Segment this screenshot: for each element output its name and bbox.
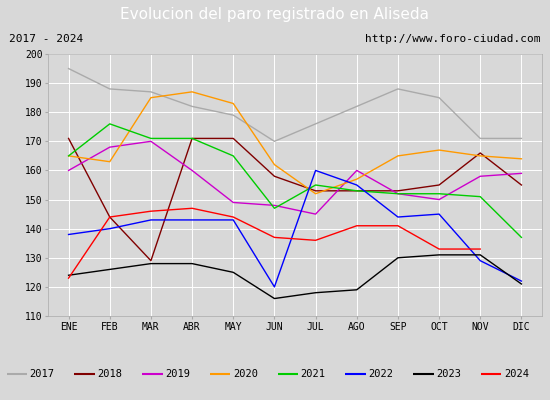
Text: 2024: 2024	[504, 369, 529, 379]
Text: 2019: 2019	[165, 369, 190, 379]
Text: 2017: 2017	[30, 369, 55, 379]
Text: 2017 - 2024: 2017 - 2024	[9, 34, 84, 44]
Text: http://www.foro-ciudad.com: http://www.foro-ciudad.com	[365, 34, 541, 44]
Text: 2023: 2023	[436, 369, 461, 379]
Text: 2021: 2021	[301, 369, 326, 379]
Text: 2022: 2022	[368, 369, 393, 379]
Text: Evolucion del paro registrado en Aliseda: Evolucion del paro registrado en Aliseda	[120, 6, 430, 22]
Text: 2018: 2018	[97, 369, 123, 379]
Text: 2020: 2020	[233, 369, 258, 379]
